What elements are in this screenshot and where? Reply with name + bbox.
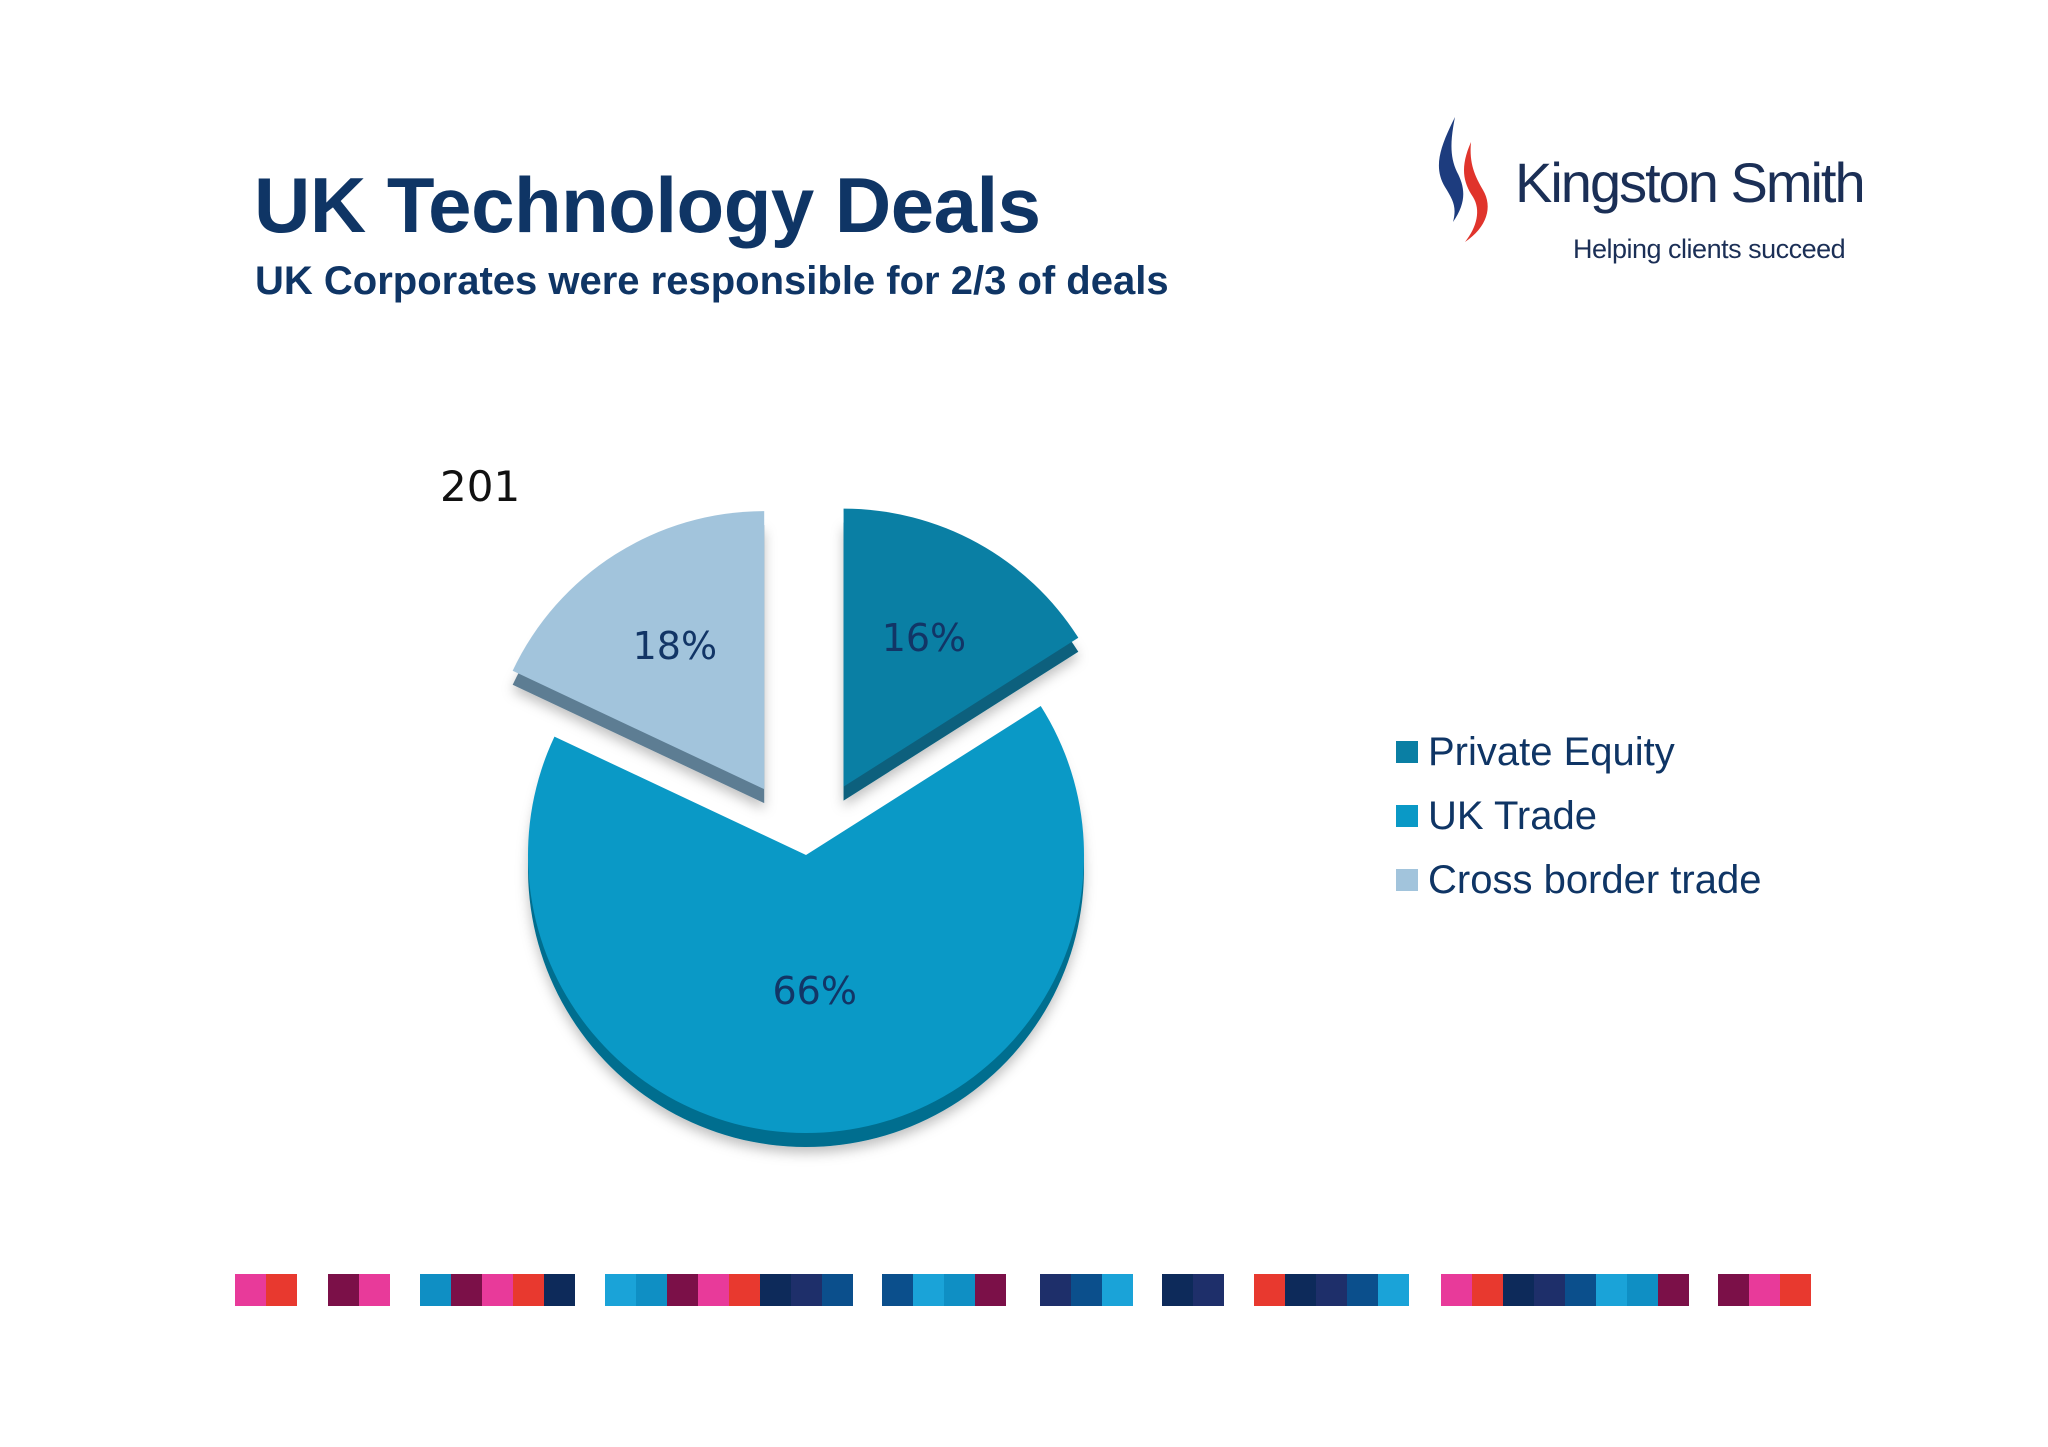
legend-swatch-cross-border-trade [1396,869,1418,891]
logo-tagline: Helping clients succeed [1573,234,1846,264]
strip-color-block [1534,1274,1565,1306]
strip-color-block [1596,1274,1627,1306]
strip-color-block [359,1274,390,1306]
strip-color-block [1254,1274,1285,1306]
page-subtitle: UK Corporates were responsible for 2/3 o… [255,259,1169,303]
pie-slice-uk-trade [528,706,1084,1133]
pie-slice-cross-border-trade [512,511,765,790]
strip-color-block [1780,1274,1811,1306]
pie-data-label-cross-border-trade: 18% [633,624,717,668]
strip-color-block [1071,1274,1102,1306]
strip-color-block [882,1274,913,1306]
strip-color-block [791,1274,822,1306]
strip-color-block [698,1274,729,1306]
strip-color-block [451,1274,482,1306]
legend-item-cross-border: Cross border trade [1396,848,1761,912]
strip-color-block [1040,1274,1071,1306]
strip-color-block [1441,1274,1472,1306]
strip-color-block [1749,1274,1780,1306]
legend-swatch-uk-trade [1396,805,1418,827]
pie-data-label-private-equity: 16% [882,616,966,660]
strip-color-block [729,1274,760,1306]
strip-color-block [235,1274,266,1306]
strip-color-block [1472,1274,1503,1306]
strip-color-block [513,1274,544,1306]
strip-color-block [1658,1274,1689,1306]
strip-color-block [1102,1274,1133,1306]
strip-color-block [975,1274,1006,1306]
legend-label-uk-trade: UK Trade [1428,793,1597,838]
decorative-color-strip [0,1274,2048,1306]
chart-label: 201 [440,462,521,511]
legend-item-private-equity: Private Equity [1396,720,1761,784]
strip-color-block [266,1274,297,1306]
chart-legend: Private Equity UK Trade Cross border tra… [1396,720,1761,912]
strip-color-block [482,1274,513,1306]
strip-color-block [1285,1274,1316,1306]
strip-color-block [1316,1274,1347,1306]
legend-label-private-equity: Private Equity [1428,729,1675,774]
legend-item-uk-trade: UK Trade [1396,784,1761,848]
pie-data-label-uk-trade: 66% [772,969,856,1013]
pie-slice-private-equity [843,508,1079,787]
strip-color-block [1718,1274,1749,1306]
strip-color-block [1627,1274,1658,1306]
legend-swatch-private-equity [1396,741,1418,763]
strip-color-block [1503,1274,1534,1306]
strip-color-block [944,1274,975,1306]
strip-color-block [1162,1274,1193,1306]
logo-flame-icon [1438,117,1488,242]
strip-color-block [913,1274,944,1306]
strip-color-block [760,1274,791,1306]
legend-label-cross-border-trade: Cross border trade [1428,857,1762,902]
strip-color-block [1193,1274,1224,1306]
strip-color-block [636,1274,667,1306]
strip-color-block [420,1274,451,1306]
logo-name: Kingston Smith [1515,151,1866,214]
page-title: UK Technology Deals [254,161,1041,249]
kingston-smith-logo: Kingston Smith Helping clients succeed [1435,112,1866,272]
strip-color-block [605,1274,636,1306]
strip-color-block [328,1274,359,1306]
strip-color-block [667,1274,698,1306]
strip-color-block [544,1274,575,1306]
strip-color-block [1565,1274,1596,1306]
strip-color-block [1347,1274,1378,1306]
strip-color-block [1378,1274,1409,1306]
strip-color-block [822,1274,853,1306]
